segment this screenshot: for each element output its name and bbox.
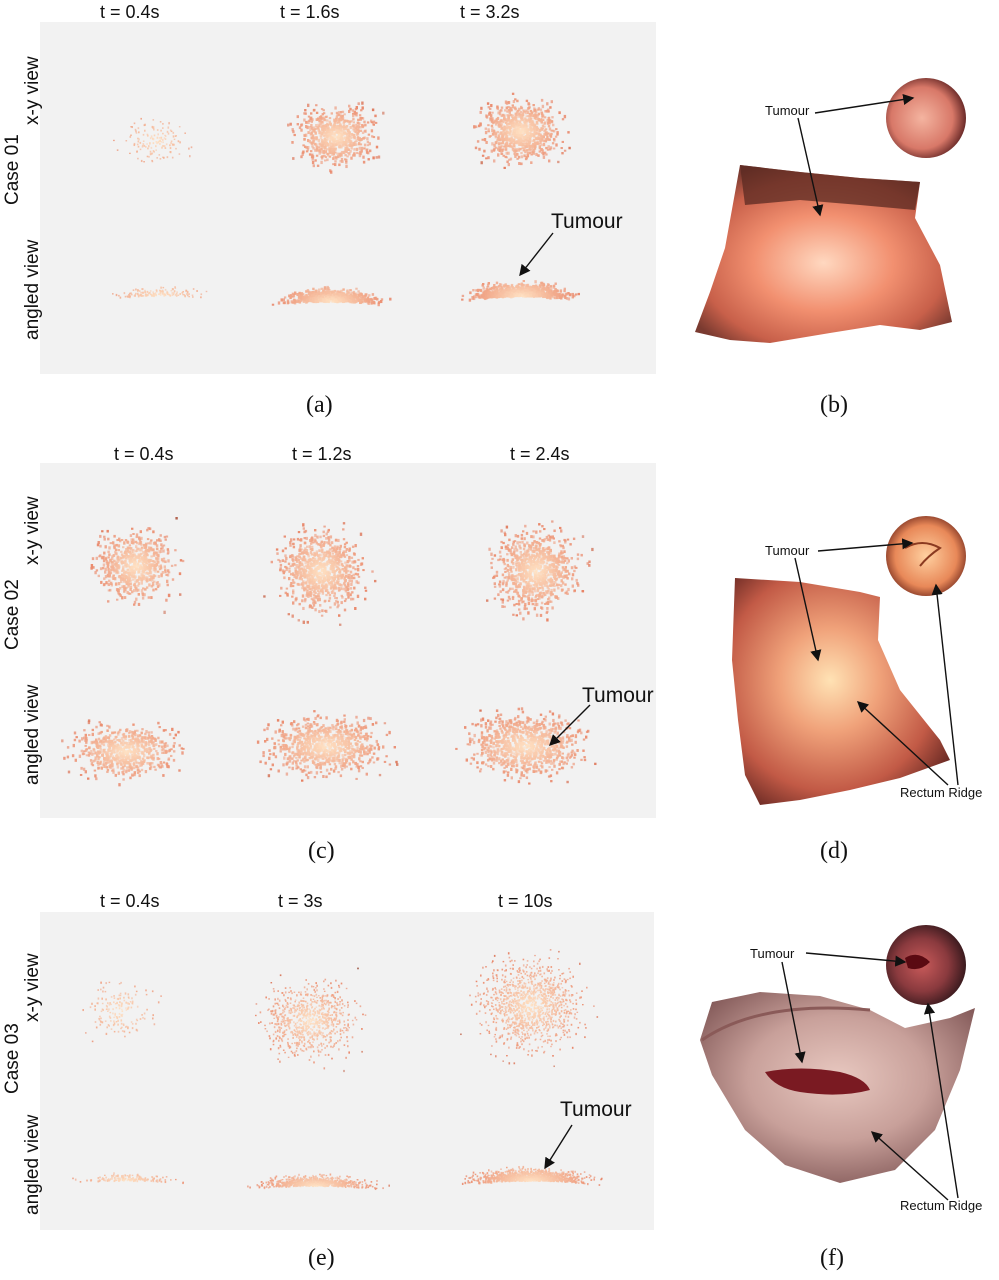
point-cloud bbox=[82, 981, 162, 1043]
case02-tumour-annotation: Tumour bbox=[582, 684, 654, 707]
point-cloud bbox=[461, 1165, 603, 1186]
case03-3d-reconstruction bbox=[700, 925, 975, 1183]
case01-time-3: t = 3.2s bbox=[460, 2, 520, 22]
case03-3d-tumour-annotation: Tumour bbox=[750, 946, 795, 961]
caption-b: (b) bbox=[820, 392, 848, 418]
case03-time-3: t = 10s bbox=[498, 891, 553, 911]
point-cloud bbox=[72, 1172, 184, 1185]
point-cloud bbox=[112, 286, 208, 299]
case03-time-2: t = 3s bbox=[278, 891, 323, 911]
case01-time-1: t = 0.4s bbox=[100, 2, 160, 22]
point-cloud bbox=[263, 522, 377, 626]
case02-3d-reconstruction bbox=[732, 516, 966, 805]
point-cloud bbox=[473, 92, 571, 169]
point-cloud bbox=[113, 117, 193, 163]
point-cloud bbox=[271, 285, 392, 307]
case01-tumour-annotation: Tumour bbox=[551, 210, 623, 233]
point-cloud bbox=[256, 710, 399, 782]
point-cloud bbox=[255, 967, 367, 1073]
case01-scatter-panel bbox=[40, 22, 656, 374]
point-cloud bbox=[61, 719, 185, 787]
caption-d: (d) bbox=[820, 838, 848, 864]
point-cloud-layer bbox=[61, 92, 603, 1191]
point-cloud bbox=[287, 101, 385, 174]
point-cloud bbox=[247, 1173, 390, 1191]
point-cloud bbox=[455, 707, 597, 785]
case03-3d-ridge-annotation: Rectum Ridge bbox=[900, 1198, 983, 1213]
point-cloud bbox=[461, 280, 580, 302]
case01-endoscope-inset bbox=[886, 78, 966, 158]
point-cloud bbox=[486, 520, 594, 622]
case02-time-2: t = 1.2s bbox=[292, 444, 352, 464]
case02-time-3: t = 2.4s bbox=[510, 444, 570, 464]
case01-3d-reconstruction bbox=[695, 78, 966, 343]
case03-tumour-annotation: Tumour bbox=[560, 1098, 632, 1121]
annotation-arrows bbox=[519, 93, 959, 1201]
case01-time-2: t = 1.6s bbox=[280, 2, 340, 22]
point-cloud bbox=[460, 949, 599, 1068]
case01-3d-tumour-annotation: Tumour bbox=[765, 103, 810, 118]
case02-3d-tumour-annotation: Tumour bbox=[765, 543, 810, 558]
case02-endoscope-inset bbox=[886, 516, 966, 596]
case03-time-1: t = 0.4s bbox=[100, 891, 160, 911]
caption-e: (e) bbox=[308, 1245, 335, 1271]
point-cloud bbox=[90, 517, 185, 615]
case02-time-1: t = 0.4s bbox=[114, 444, 174, 464]
caption-f: (f) bbox=[820, 1245, 844, 1271]
case02-3d-ridge-annotation: Rectum Ridge bbox=[900, 785, 983, 800]
caption-a: (a) bbox=[306, 392, 333, 418]
caption-c: (c) bbox=[308, 838, 335, 864]
